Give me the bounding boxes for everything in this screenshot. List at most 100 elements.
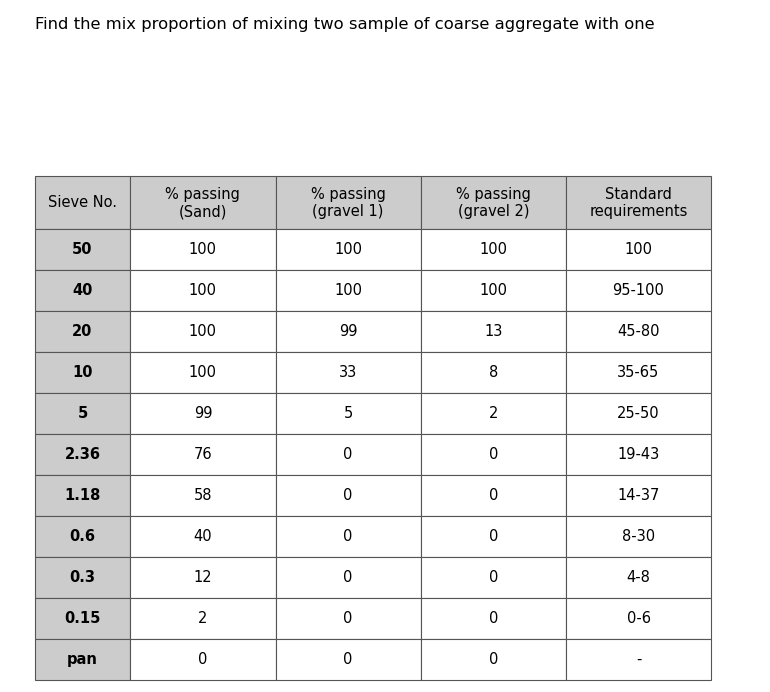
Bar xyxy=(130,176,276,229)
Bar xyxy=(35,434,130,475)
Text: % passing
(gravel 2): % passing (gravel 2) xyxy=(456,187,531,219)
Bar xyxy=(420,311,566,352)
Bar xyxy=(276,229,420,270)
Bar xyxy=(130,557,276,598)
Text: 20: 20 xyxy=(72,324,92,339)
Text: 0-6: 0-6 xyxy=(627,610,651,626)
Text: 2: 2 xyxy=(198,610,208,626)
Text: 0.3: 0.3 xyxy=(69,570,95,585)
Bar xyxy=(35,557,130,598)
Text: 100: 100 xyxy=(480,283,507,298)
Text: 8-30: 8-30 xyxy=(622,529,655,544)
Text: 0: 0 xyxy=(198,652,208,666)
Text: 35-65: 35-65 xyxy=(618,365,660,380)
Text: 0: 0 xyxy=(343,570,353,585)
Bar xyxy=(276,557,420,598)
Text: 0: 0 xyxy=(343,610,353,626)
Bar xyxy=(566,598,711,639)
Text: 100: 100 xyxy=(189,365,217,380)
Text: 14-37: 14-37 xyxy=(618,488,660,503)
Text: 100: 100 xyxy=(624,242,652,257)
Text: 100: 100 xyxy=(334,242,362,257)
Text: 19-43: 19-43 xyxy=(618,447,660,462)
Text: 0: 0 xyxy=(489,529,498,544)
Text: 0: 0 xyxy=(343,652,353,666)
Bar xyxy=(420,352,566,393)
Text: Standard
requirements: Standard requirements xyxy=(589,187,688,219)
Text: pan: pan xyxy=(67,652,98,666)
Bar xyxy=(566,475,711,516)
Text: 76: 76 xyxy=(193,447,213,462)
Bar xyxy=(420,598,566,639)
Text: Sieve No.: Sieve No. xyxy=(48,195,117,210)
Text: 0: 0 xyxy=(489,570,498,585)
Text: 0: 0 xyxy=(489,652,498,666)
Bar xyxy=(130,516,276,557)
Bar xyxy=(130,598,276,639)
Text: 100: 100 xyxy=(334,283,362,298)
Text: 33: 33 xyxy=(339,365,357,380)
Bar xyxy=(130,393,276,434)
Bar xyxy=(276,311,420,352)
Bar xyxy=(35,475,130,516)
Bar xyxy=(420,516,566,557)
Text: Find the mix proportion of mixing two sample of coarse aggregate with one: Find the mix proportion of mixing two sa… xyxy=(35,17,654,33)
Bar xyxy=(35,176,130,229)
Bar xyxy=(276,598,420,639)
Bar xyxy=(276,393,420,434)
Bar xyxy=(35,516,130,557)
Text: 10: 10 xyxy=(72,365,92,380)
Bar xyxy=(35,229,130,270)
Bar xyxy=(276,270,420,311)
Bar xyxy=(35,352,130,393)
Bar xyxy=(276,639,420,680)
Text: 100: 100 xyxy=(189,283,217,298)
Text: 45-80: 45-80 xyxy=(618,324,660,339)
Text: 0: 0 xyxy=(489,488,498,503)
Bar xyxy=(566,176,711,229)
Bar xyxy=(35,598,130,639)
Text: 1.18: 1.18 xyxy=(64,488,101,503)
Text: 0.6: 0.6 xyxy=(69,529,95,544)
Bar xyxy=(420,393,566,434)
Bar xyxy=(566,393,711,434)
Bar xyxy=(276,516,420,557)
Text: 0: 0 xyxy=(343,488,353,503)
Bar xyxy=(420,434,566,475)
Text: 0.15: 0.15 xyxy=(64,610,101,626)
Text: % passing
(gravel 1): % passing (gravel 1) xyxy=(310,187,386,219)
Bar xyxy=(420,475,566,516)
Text: % passing
(Sand): % passing (Sand) xyxy=(166,187,240,219)
Text: 13: 13 xyxy=(484,324,503,339)
Bar xyxy=(35,311,130,352)
Text: -: - xyxy=(636,652,641,666)
Bar xyxy=(420,229,566,270)
Text: 0: 0 xyxy=(489,447,498,462)
Text: 95-100: 95-100 xyxy=(613,283,665,298)
Bar xyxy=(130,352,276,393)
Bar xyxy=(276,434,420,475)
Bar xyxy=(566,516,711,557)
Text: 12: 12 xyxy=(193,570,213,585)
Bar xyxy=(130,434,276,475)
Text: 100: 100 xyxy=(189,242,217,257)
Bar xyxy=(566,557,711,598)
Bar xyxy=(35,270,130,311)
Text: 5: 5 xyxy=(77,406,88,421)
Bar xyxy=(276,475,420,516)
Bar xyxy=(35,393,130,434)
Text: 5: 5 xyxy=(343,406,353,421)
Text: 58: 58 xyxy=(193,488,213,503)
Bar xyxy=(276,352,420,393)
Bar xyxy=(276,176,420,229)
Text: 99: 99 xyxy=(193,406,213,421)
Text: 100: 100 xyxy=(189,324,217,339)
Bar xyxy=(35,639,130,680)
Bar xyxy=(566,270,711,311)
Bar xyxy=(566,229,711,270)
Bar xyxy=(420,639,566,680)
Text: 100: 100 xyxy=(480,242,507,257)
Bar xyxy=(420,270,566,311)
Bar xyxy=(566,434,711,475)
Text: 0: 0 xyxy=(343,529,353,544)
